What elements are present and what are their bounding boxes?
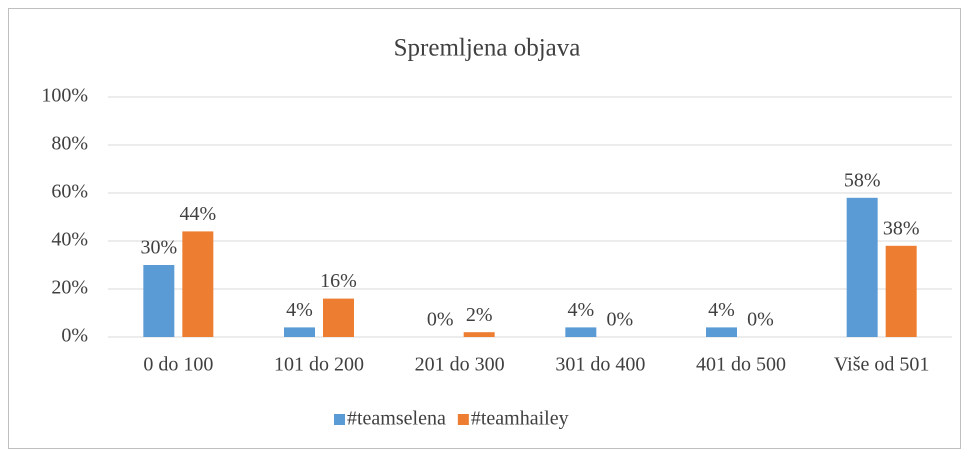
value-label: 30% — [140, 237, 177, 259]
legend-swatch — [457, 414, 469, 425]
y-tick-label: 80% — [51, 133, 88, 155]
x-tick-label: 101 do 200 — [274, 354, 364, 376]
value-label: 16% — [320, 270, 357, 292]
value-label: 38% — [883, 217, 920, 239]
y-tick-label: 100% — [41, 85, 88, 107]
value-label: 0% — [747, 309, 774, 331]
legend-label: #teamhailey — [471, 408, 569, 430]
x-tick-label: 0 do 100 — [143, 354, 213, 376]
y-tick-label: 60% — [51, 181, 88, 203]
bar — [284, 327, 315, 337]
value-label: 0% — [606, 309, 633, 331]
x-tick-label: Više od 501 — [834, 354, 929, 376]
bar — [143, 265, 175, 337]
y-tick-label: 20% — [51, 277, 88, 299]
value-label: 0% — [427, 309, 454, 331]
x-tick-label: 201 do 300 — [415, 354, 505, 376]
bar — [323, 298, 354, 337]
chart-title: Spremljena objava — [394, 35, 581, 62]
x-tick-label: 301 do 400 — [555, 354, 645, 376]
bar — [565, 327, 597, 337]
value-label: 4% — [708, 299, 735, 321]
bar — [182, 231, 214, 337]
bar — [706, 327, 737, 337]
bar — [846, 197, 878, 337]
bar — [463, 332, 495, 337]
value-label: 44% — [179, 203, 216, 225]
value-label: 58% — [844, 169, 881, 191]
chart-border — [8, 8, 961, 449]
bar — [885, 245, 917, 337]
y-tick-label: 0% — [61, 325, 88, 347]
value-label: 2% — [466, 304, 493, 326]
value-label: 4% — [567, 299, 594, 321]
x-tick-label: 401 do 500 — [696, 354, 786, 376]
legend-label: #teamselena — [347, 408, 446, 430]
legend-swatch — [334, 414, 345, 425]
y-tick-label: 40% — [51, 229, 88, 251]
value-label: 4% — [286, 299, 313, 321]
